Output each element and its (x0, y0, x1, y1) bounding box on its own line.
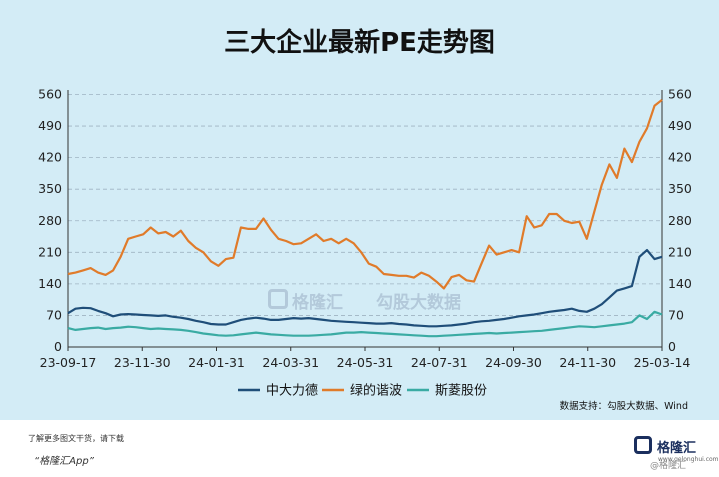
footer (0, 420, 719, 477)
series-line-1 (67, 99, 663, 290)
x-axis-ticks: 23-09-17 23-11-30 24-01-31 24-03-31 24-05-31… (40, 347, 691, 370)
y-axis-right-ticks: 0 70 140 210 280 350 420 490 560 (668, 87, 692, 354)
y-axis-left-ticks: 0 70 140 210 280 350 420 490 560 (38, 87, 62, 354)
x-tick-label: 24-07-31 (411, 355, 468, 370)
y-tick-label-right: 210 (668, 244, 692, 259)
y-tick-label-right: 350 (668, 181, 692, 196)
brand-watermark: @格隆汇 (650, 461, 687, 471)
legend-label: 绿的谐波 (350, 383, 402, 399)
x-tick-label: 25-03-14 (634, 355, 691, 370)
legend-label: 中大力德 (266, 384, 318, 399)
watermark-brand: 格隆汇 (292, 293, 343, 313)
x-tick-label: 23-09-17 (40, 355, 97, 370)
footer-app-name: “格隆汇App” (34, 456, 94, 467)
grid-lines (68, 94, 662, 316)
y-tick-label-right: 70 (668, 307, 684, 322)
source-note: 数据支持：勾股大数据、Wind (560, 400, 688, 412)
y-tick-label-right: 560 (668, 87, 692, 102)
y-tick-label-right: 280 (668, 213, 692, 228)
x-tick-label: 24-03-31 (262, 355, 319, 370)
chart-card: 三大企业最新PE走势图 格隆汇 勾股大数据 (0, 0, 719, 420)
brand-logo-icon (634, 436, 652, 454)
series-line-0 (67, 249, 663, 328)
y-tick-label-left: 490 (38, 118, 62, 133)
y-tick-label-right: 490 (668, 118, 692, 133)
watermark-data-brand: 勾股大数据 (376, 293, 461, 313)
y-tick-label-left: 140 (38, 276, 62, 291)
chart-title: 三大企业最新PE走势图 (224, 28, 495, 58)
y-tick-label-left: 350 (38, 181, 62, 196)
footer-hint: 了解更多图文干货，请下载 (28, 434, 124, 443)
x-tick-label: 23-11-30 (114, 355, 171, 370)
y-tick-label-left: 70 (46, 307, 62, 322)
y-tick-label-left: 420 (38, 150, 62, 165)
y-tick-label-left: 560 (38, 87, 62, 102)
x-tick-label: 24-01-31 (188, 355, 245, 370)
y-tick-label-right: 0 (668, 339, 676, 354)
y-tick-label-left: 0 (54, 339, 62, 354)
y-tick-label-right: 420 (668, 150, 692, 165)
series-lines (67, 99, 663, 338)
series-line-2 (67, 310, 663, 338)
legend: 中大力德 绿的谐波 斯菱股份 (238, 383, 487, 399)
line-chart: 0 70 140 210 280 350 420 490 560 0 70 140 210 280 350… (38, 87, 692, 412)
y-tick-label-right: 140 (668, 276, 692, 291)
brand-logo-text: 格隆汇 (657, 441, 697, 456)
watermark-logo-icon (268, 289, 288, 309)
x-tick-label: 24-11-30 (559, 355, 616, 370)
y-tick-label-left: 280 (38, 213, 62, 228)
y-tick-label-left: 210 (38, 244, 62, 259)
x-tick-label: 24-05-31 (337, 355, 394, 370)
brand-logo-url: www.gelonghui.com (658, 456, 719, 463)
x-tick-label: 24-09-30 (485, 355, 542, 370)
legend-label: 斯菱股份 (435, 384, 487, 399)
